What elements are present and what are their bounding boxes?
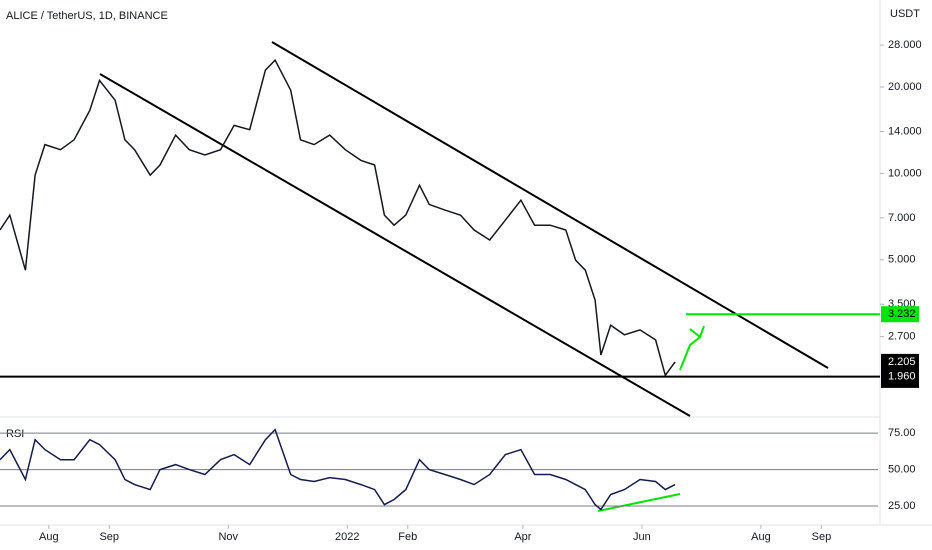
x-tick-label: Aug <box>751 531 771 543</box>
arrow-head <box>689 325 705 339</box>
price-label: 1.960 <box>888 370 916 382</box>
arrow <box>679 336 701 371</box>
y-tick-label: 25.00 <box>888 500 916 512</box>
price-label: 3.232 <box>888 308 916 320</box>
x-tick-label: Jun <box>633 531 651 543</box>
price-label-box <box>881 306 919 323</box>
x-tick-label: Aug <box>39 531 59 543</box>
rsi-trendline <box>597 493 681 512</box>
x-tick-label: Feb <box>398 531 417 543</box>
y-tick-label: 20.000 <box>888 81 922 93</box>
trendline-lower <box>99 73 691 417</box>
x-tick-label: 2022 <box>335 531 359 543</box>
y-tick-label: 7.000 <box>888 212 916 224</box>
price-label-box <box>881 368 919 385</box>
chart-title: ALICE / TetherUS, 1D, BINANCE <box>6 10 168 22</box>
y-tick-label: 10.000 <box>888 167 922 179</box>
price-line <box>0 58 676 377</box>
x-tick-label: Nov <box>218 531 238 543</box>
y-tick-label: 14.000 <box>888 125 922 137</box>
price-label: 2.205 <box>888 356 916 368</box>
x-tick-label: Apr <box>514 531 531 543</box>
y-tick-label: 50.00 <box>888 463 916 475</box>
x-tick-label: Sep <box>99 531 119 543</box>
y-tick-label: 2.700 <box>888 331 916 343</box>
y-tick-label: 5.000 <box>888 254 916 266</box>
y-tick-label: 28.000 <box>888 39 922 51</box>
axis-unit: USDT <box>890 8 920 20</box>
y-tick-label: 75.00 <box>888 427 916 439</box>
rsi-title: RSI <box>6 428 24 440</box>
x-tick-label: Sep <box>812 531 832 543</box>
rsi-line <box>0 428 676 511</box>
